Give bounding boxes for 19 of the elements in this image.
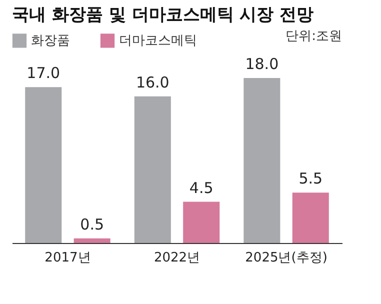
chart-title: 국내 화장품 및 더마코스메틱 시장 전망 xyxy=(12,5,314,25)
data-label: 17.0 xyxy=(26,64,60,82)
data-label: 18.0 xyxy=(245,55,279,73)
x-tick-label: 2025년(추정) xyxy=(245,250,328,266)
bar xyxy=(25,87,62,243)
legend-label: 더마코스메틱 xyxy=(119,34,197,49)
x-tick-label: 2022년 xyxy=(154,250,200,266)
text: 단위:조원 xyxy=(286,29,342,44)
legend-label: 화장품 xyxy=(31,34,70,49)
data-label: 5.5 xyxy=(298,170,323,188)
x-tick-label: 2017년 xyxy=(44,250,91,266)
bar xyxy=(183,202,220,243)
bar xyxy=(292,192,329,243)
data-label: 0.5 xyxy=(80,215,104,234)
bar xyxy=(244,78,280,243)
bar xyxy=(134,96,171,243)
data-label: 4.5 xyxy=(189,178,214,197)
data-label: 16.0 xyxy=(136,73,170,92)
bar xyxy=(74,238,110,243)
